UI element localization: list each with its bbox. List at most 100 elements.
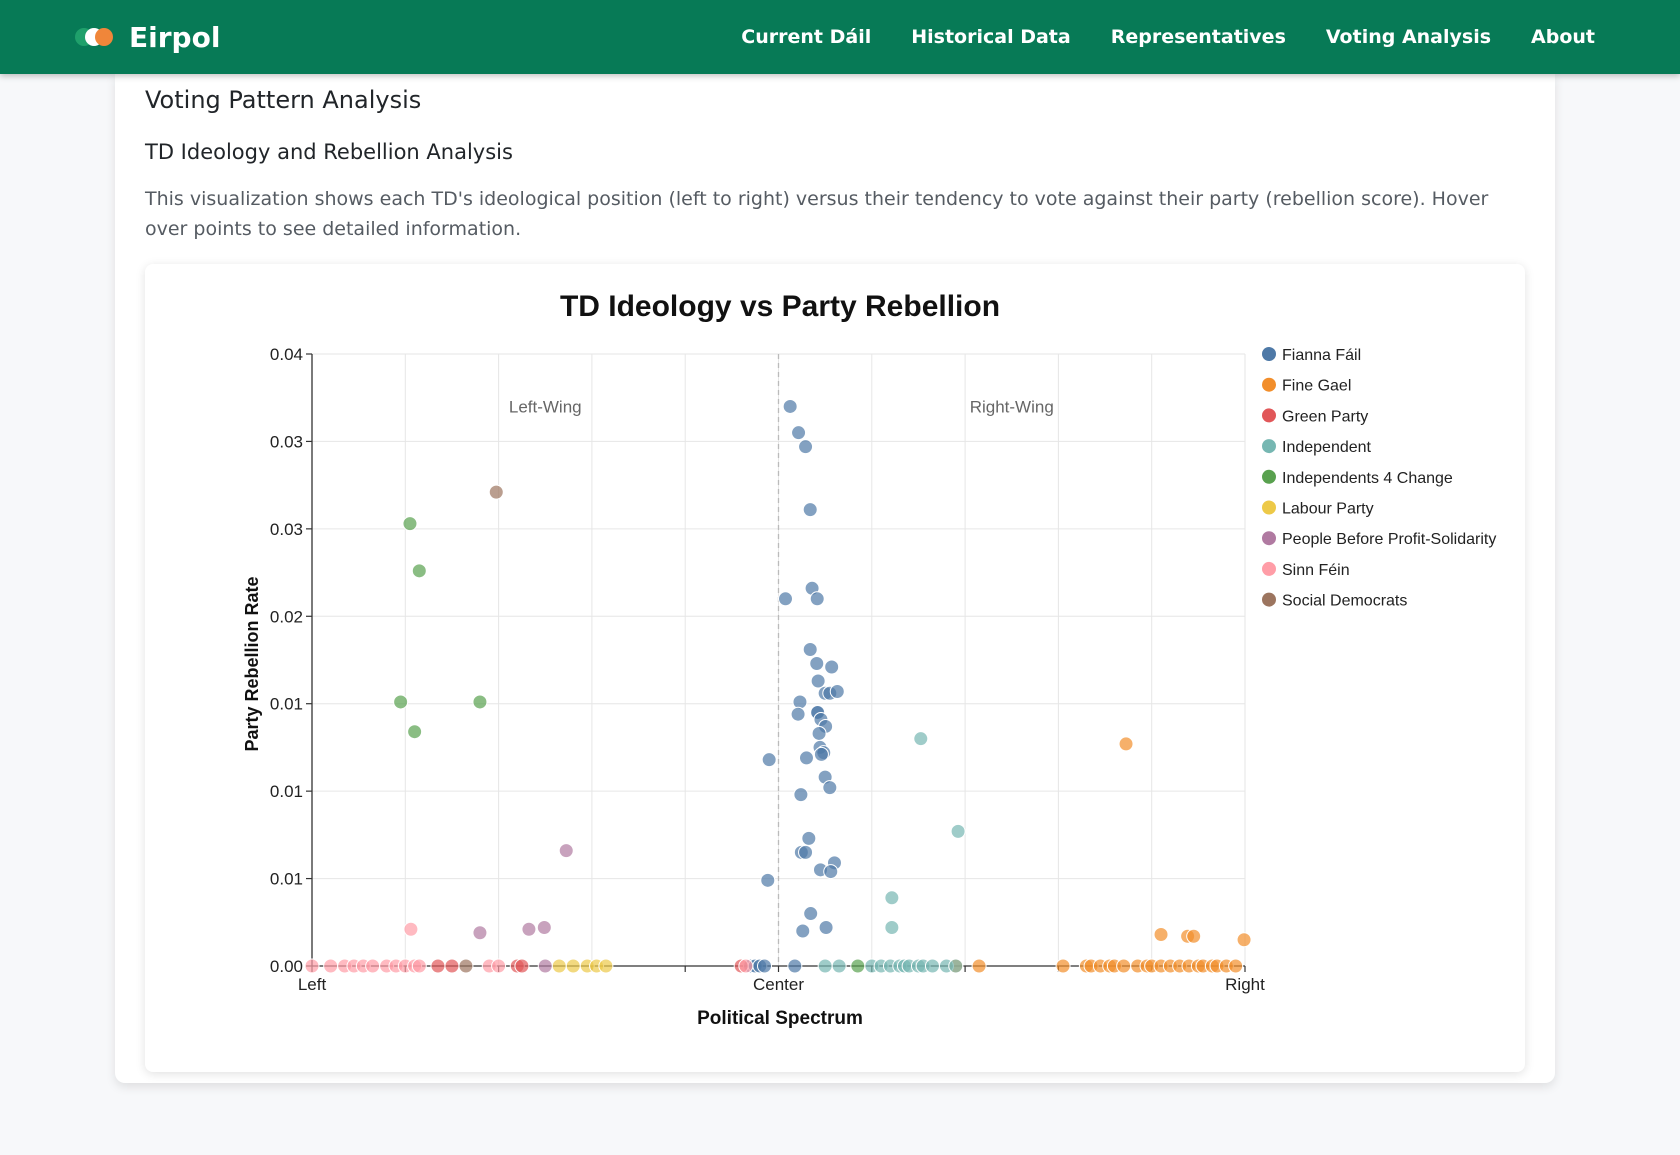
data-point (472, 925, 488, 941)
data-point (521, 921, 537, 937)
data-point (810, 673, 826, 689)
legend-label: People Before Profit-Solidarity (1282, 531, 1496, 548)
chart-axes: Left Center Right 0.00 0.01 0.01 0.01 0.02 0.03 0… (270, 345, 1265, 994)
legend-swatch (1262, 347, 1276, 361)
brand-name: Eirpol (129, 20, 221, 54)
nav-historical-data[interactable]: Historical Data (911, 26, 1071, 48)
data-point (792, 694, 808, 710)
data-point (913, 731, 929, 747)
y-tick-label: 0.02 (270, 607, 303, 626)
section-description: This visualization shows each TD's ideol… (145, 188, 1489, 240)
data-point (948, 958, 964, 974)
nav-representatives[interactable]: Representatives (1110, 26, 1286, 48)
data-point (1118, 736, 1134, 752)
data-point (558, 843, 574, 859)
legend-swatch (1262, 531, 1276, 546)
data-point (801, 830, 817, 846)
nav-voting-analysis[interactable]: Voting Analysis (1325, 26, 1492, 48)
data-point (536, 920, 552, 936)
logo-icon (75, 27, 113, 47)
data-point (472, 694, 488, 710)
data-point (802, 502, 818, 518)
data-point (831, 958, 847, 974)
data-point (403, 921, 419, 937)
data-point (1228, 958, 1244, 974)
data-point (824, 659, 840, 675)
legend-swatch (1262, 439, 1276, 454)
data-point (809, 591, 825, 607)
data-point (790, 706, 806, 722)
legend-label: Independent (1282, 439, 1372, 456)
data-point (798, 439, 814, 455)
data-point (514, 958, 530, 974)
x-tick-label: Center (753, 975, 804, 994)
data-point (817, 958, 833, 974)
data-point (811, 725, 827, 741)
legend-swatch (1262, 561, 1276, 576)
data-point (791, 425, 807, 441)
data-point (803, 906, 819, 922)
data-point (809, 655, 825, 671)
data-point (444, 958, 460, 974)
data-point (761, 752, 777, 768)
y-tick-label: 0.01 (270, 695, 303, 714)
data-point (598, 958, 614, 974)
legend-swatch (1262, 592, 1276, 607)
legend-swatch (1262, 408, 1276, 423)
chart-grid (311, 353, 1246, 967)
legend-label: Sinn Féin (1282, 562, 1350, 579)
data-point (818, 920, 834, 936)
data-point (411, 563, 427, 579)
data-point (823, 864, 839, 880)
chart-legend: Fianna Fáil Fine Gael Green Party Independe… (1262, 347, 1496, 610)
data-point (1236, 932, 1252, 948)
legend-label: Fianna Fáil (1282, 347, 1361, 364)
data-point (884, 890, 900, 906)
data-point (787, 958, 803, 974)
region-annotation: Right-Wing (970, 397, 1054, 416)
y-tick-label: 0.01 (270, 782, 303, 801)
data-point (551, 958, 567, 974)
data-point (798, 844, 814, 860)
data-point (802, 642, 818, 658)
chart-annotations: Left-Wing Right-Wing (509, 397, 1054, 416)
nav-current-dail[interactable]: Current Dáil (741, 26, 872, 48)
data-point (393, 694, 409, 710)
legend-swatch (1262, 469, 1276, 484)
page-title: Voting Pattern Analysis (145, 86, 422, 114)
scatter-chart: TD Ideology vs Party Rebellion Left Cente… (242, 290, 1496, 1029)
nav-about[interactable]: About (1531, 26, 1595, 48)
legend-label: Social Democrats (1282, 593, 1407, 610)
data-point (950, 823, 966, 839)
data-point (1186, 928, 1202, 944)
x-tick-label: Right (1225, 975, 1265, 994)
legend-label: Independents 4 Change (1282, 470, 1453, 487)
data-point (411, 958, 427, 974)
data-point (458, 958, 474, 974)
legend-label: Fine Gael (1282, 378, 1351, 395)
data-point (407, 724, 423, 740)
data-point (323, 958, 339, 974)
legend-swatch (1262, 500, 1276, 515)
chart-title: TD Ideology vs Party Rebellion (560, 290, 1000, 323)
data-point (813, 746, 829, 762)
region-annotation: Left-Wing (509, 397, 582, 416)
data-point (782, 398, 798, 414)
data-point (884, 920, 900, 936)
legend-label: Green Party (1282, 408, 1368, 425)
legend-label: Labour Party (1282, 501, 1374, 518)
y-tick-label: 0.03 (270, 432, 303, 451)
data-point (822, 780, 838, 796)
data-point (491, 958, 507, 974)
data-point (760, 872, 776, 888)
y-axis-label: Party Rebellion Rate (242, 576, 262, 751)
data-point (365, 958, 381, 974)
brand[interactable]: Eirpol (75, 0, 220, 74)
data-point (537, 958, 553, 974)
data-point (795, 923, 811, 939)
section-title: TD Ideology and Rebellion Analysis (145, 140, 513, 164)
x-axis-label: Political Spectrum (697, 1008, 863, 1029)
y-tick-label: 0.00 (270, 957, 303, 976)
y-tick-label: 0.03 (270, 520, 303, 539)
data-point (777, 591, 793, 607)
